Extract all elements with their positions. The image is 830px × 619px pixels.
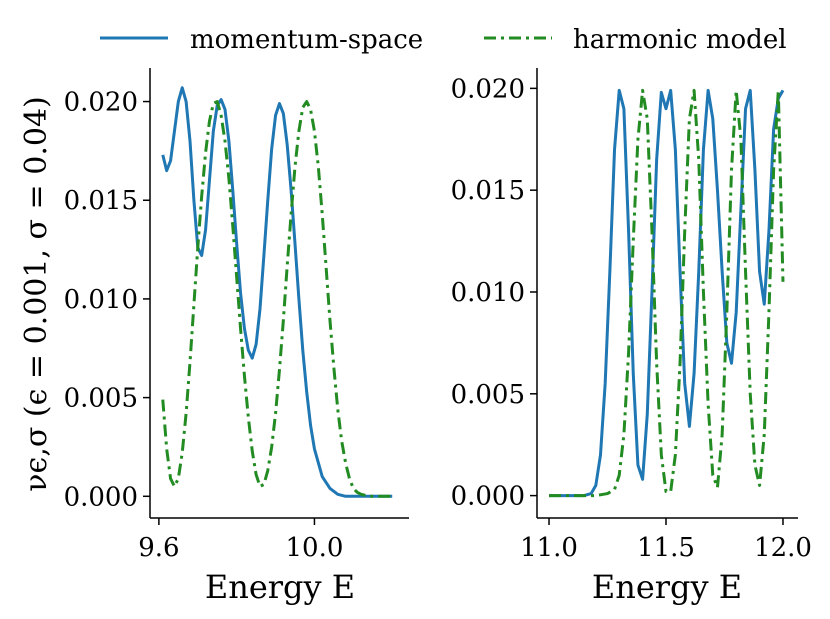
y-axis-label: νϵ,σ (ϵ = 0.001, σ = 0.04) — [19, 96, 54, 491]
right-x-tick-label: 12.0 — [754, 533, 812, 563]
left-x-axis-title: Energy E — [205, 568, 355, 606]
right-y-tick-label: 0.020 — [451, 74, 525, 104]
right-series-momentum-space — [549, 88, 785, 498]
left-panel: 0.000 0.005 0.010 0.015 0.020 9.6 10.0 Energy … — [64, 68, 409, 606]
right-y-tick-label: 0.010 — [451, 278, 525, 308]
right-plot-marks: 0.000 0.005 0.010 0.015 0.020 11.0 11.5 12.0 — [451, 74, 812, 563]
left-y-tick-label: 0.005 — [64, 384, 138, 414]
left-y-tick-label: 0.020 — [64, 88, 138, 118]
right-panel: 0.000 0.005 0.010 0.015 0.020 11.0 11.5 12.0 En… — [451, 68, 812, 606]
left-x-tick-label: 10.0 — [285, 533, 343, 563]
right-x-tick-label: 11.0 — [520, 533, 578, 563]
legend: momentum-space harmonic model — [100, 25, 787, 55]
left-y-tick-label: 0.000 — [64, 482, 138, 512]
left-plot-marks: 0.000 0.005 0.010 0.015 0.020 9.6 10.0 — [64, 86, 393, 563]
right-y-tick-label: 0.000 — [451, 482, 525, 512]
legend-label-momentum-space: momentum-space — [190, 25, 423, 55]
left-y-tick-label: 0.010 — [64, 285, 138, 315]
left-series-harmonic-model — [161, 100, 393, 498]
right-series-harmonic-model — [549, 88, 785, 498]
right-x-tick-label: 11.5 — [637, 533, 695, 563]
left-x-tick-label: 9.6 — [138, 533, 179, 563]
left-y-tick-label: 0.015 — [64, 186, 138, 216]
right-x-axis-title: Energy E — [592, 568, 742, 606]
left-series-momentum-space — [161, 86, 393, 498]
right-y-tick-label: 0.015 — [451, 176, 525, 206]
right-y-tick-label: 0.005 — [451, 380, 525, 410]
legend-label-harmonic-model: harmonic model — [573, 25, 787, 55]
